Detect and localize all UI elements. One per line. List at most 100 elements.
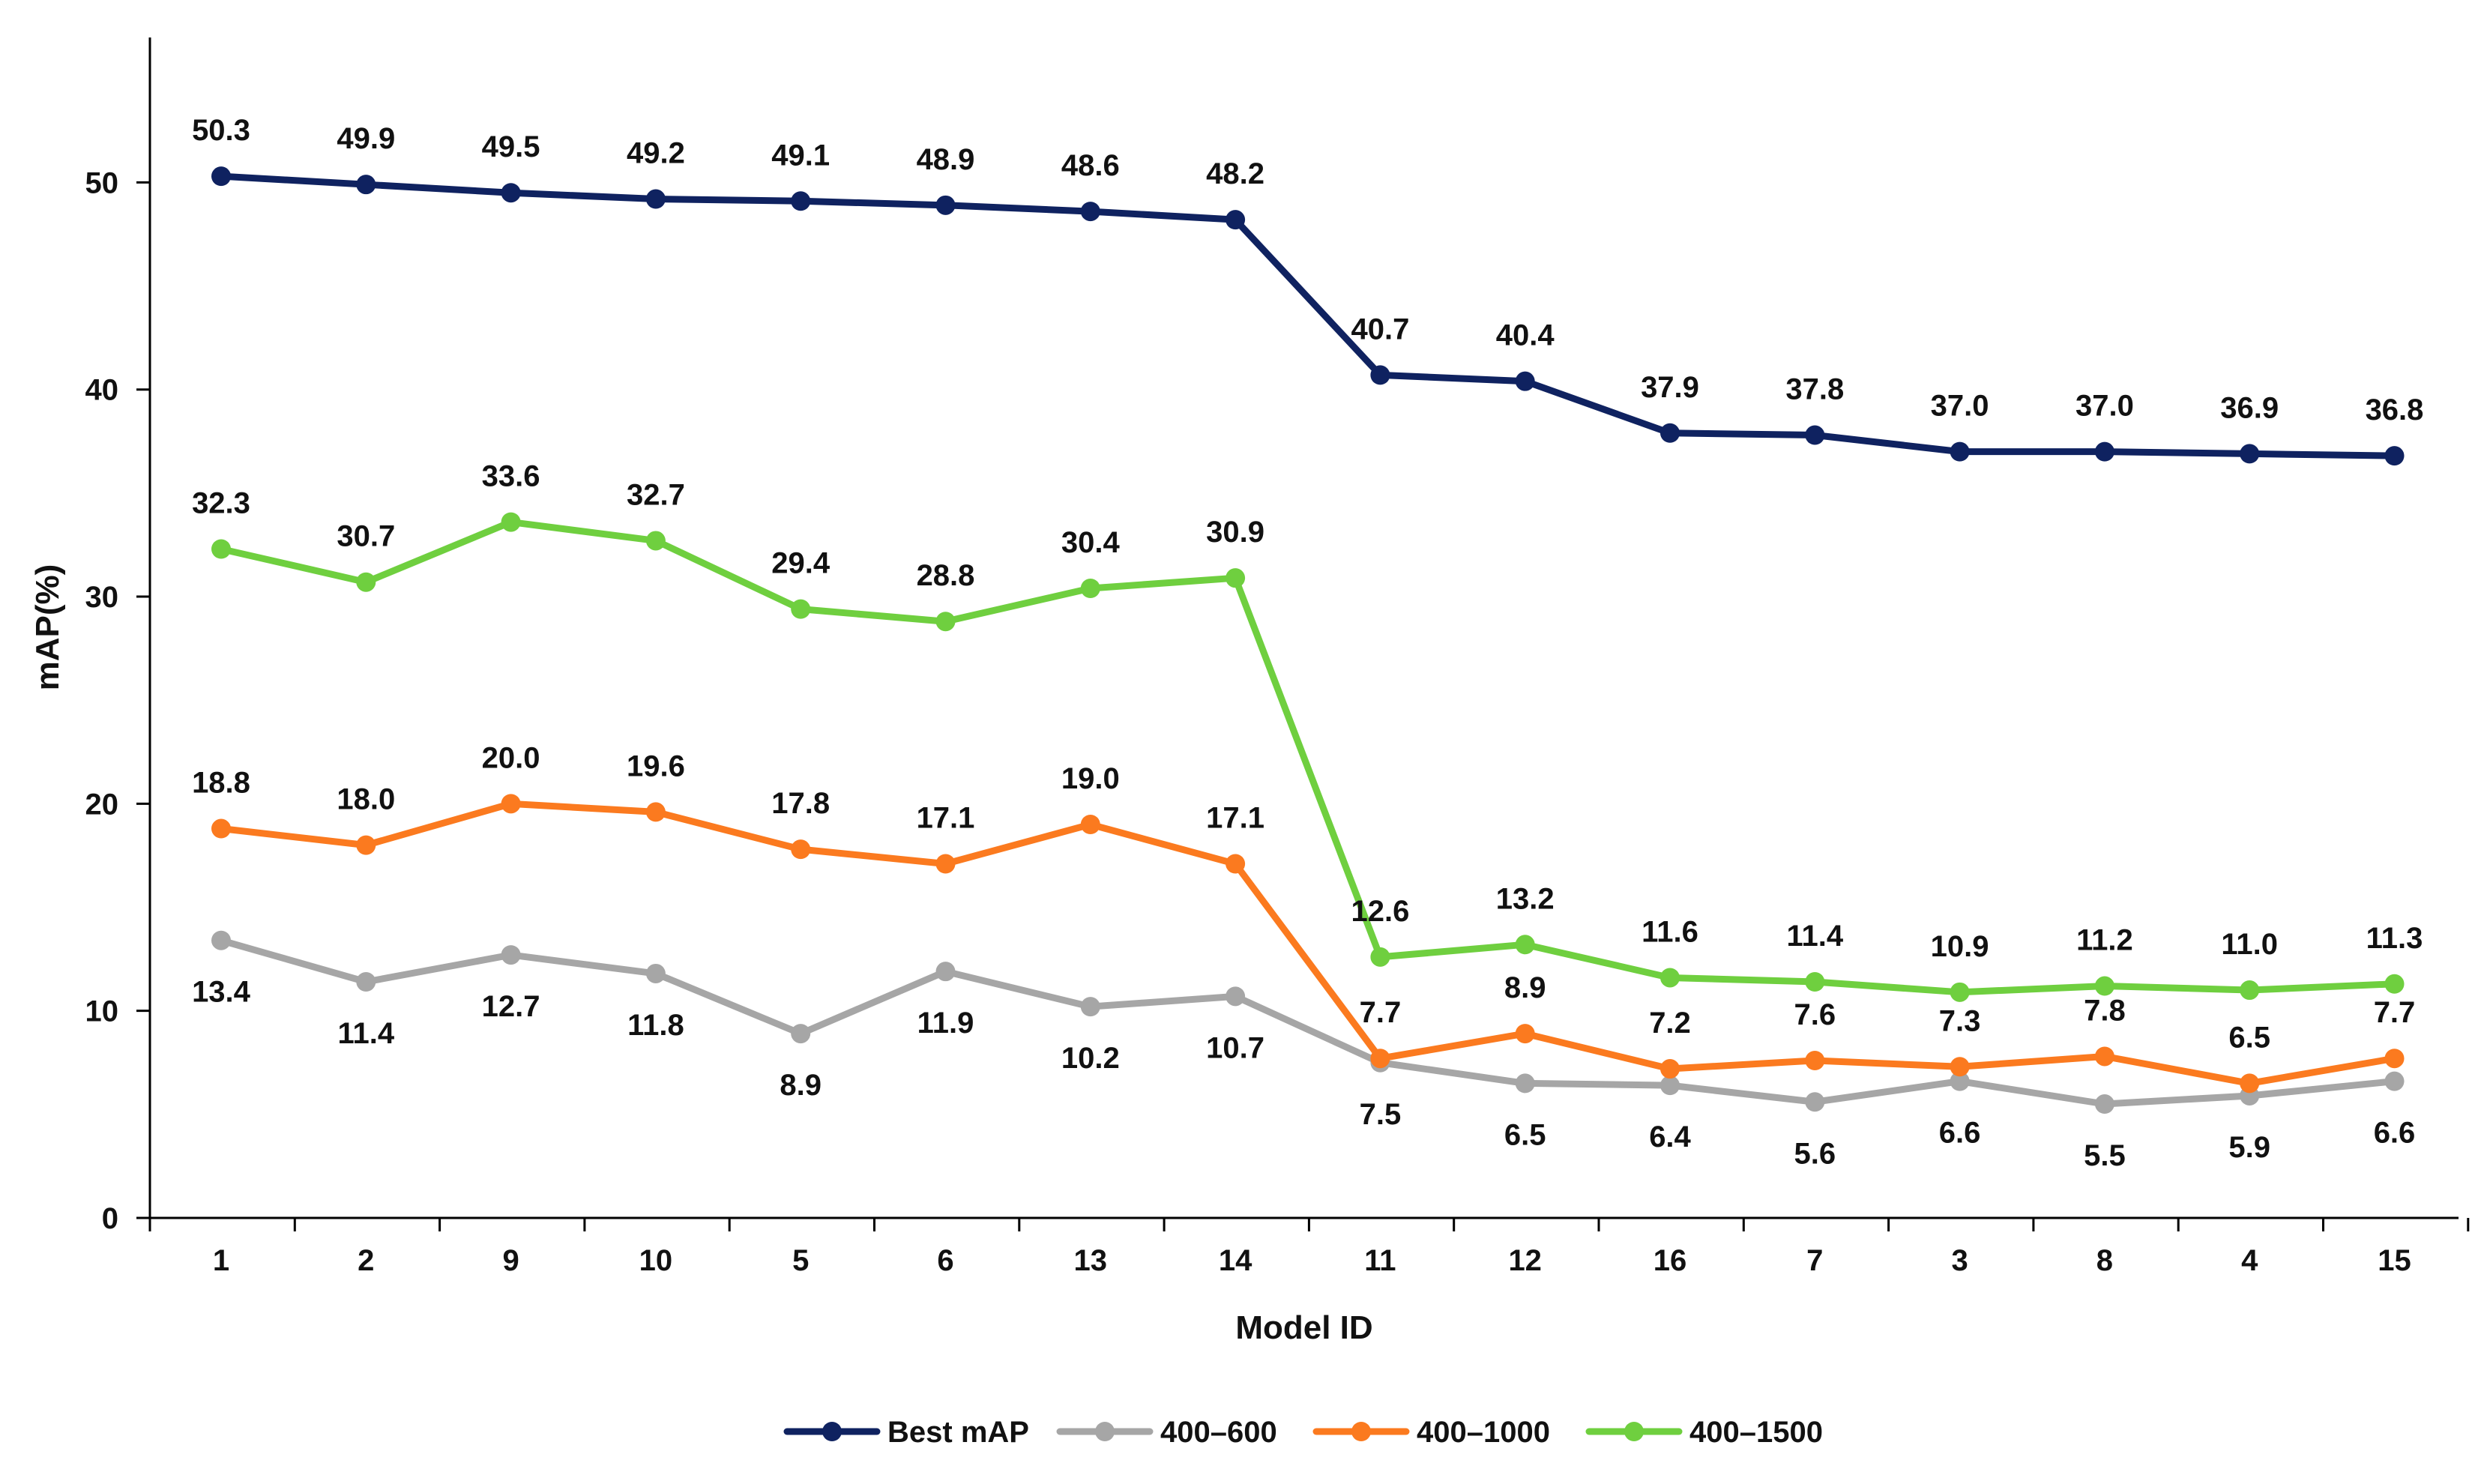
data-label-400-1000: 6.5	[2228, 1021, 2270, 1054]
data-point-400-1500	[1370, 947, 1390, 967]
x-axis-title: Model ID	[1235, 1309, 1372, 1346]
data-labels-best-map: 50.3 49.9 49.5 49.2 49.1 48.9 48.6 48.2 40.7 40.4…	[192, 114, 2423, 426]
legend-label: 400–1500	[1689, 1416, 1823, 1449]
series-400-1000	[211, 794, 2405, 1094]
data-point-400-1500	[211, 539, 231, 559]
data-point-400-1500	[2094, 976, 2114, 996]
data-point-best-map	[211, 166, 231, 187]
data-label-400-1500: 30.7	[337, 520, 395, 553]
x-tick-label: 5	[792, 1244, 809, 1277]
x-tick-label: 11	[1364, 1244, 1396, 1277]
data-label-400-1500: 12.6	[1351, 895, 1409, 928]
data-point-best-map	[356, 175, 376, 195]
data-label-400-1500: 29.4	[771, 547, 830, 580]
data-label-best-map: 50.3	[192, 114, 250, 147]
legend-swatch-marker	[1351, 1422, 1371, 1441]
series-400-1500	[211, 512, 2405, 1002]
data-point-400-1000	[356, 835, 376, 855]
data-point-best-map	[1950, 441, 1970, 462]
data-label-best-map: 49.9	[337, 122, 395, 155]
data-labels: 50.3 49.9 49.5 49.2 49.1 48.9 48.6 48.2 40.7 40.4…	[192, 114, 2423, 1172]
x-tick-label: 13	[1074, 1244, 1108, 1277]
data-point-400-1500	[935, 612, 956, 632]
legend-label: 400–600	[1160, 1416, 1277, 1449]
x-tick-label: 15	[2378, 1244, 2411, 1277]
data-point-best-map	[935, 195, 956, 215]
series-line-400-600	[217, 937, 2398, 1108]
data-point-400-600	[791, 1024, 811, 1044]
x-tick-label: 7	[1806, 1244, 1823, 1277]
data-label-400-600: 10.2	[1061, 1042, 1120, 1075]
data-label-best-map: 40.7	[1351, 313, 1409, 346]
x-tick-label: 16	[1654, 1244, 1687, 1277]
x-tick-label: 8	[2096, 1244, 2113, 1277]
data-label-best-map: 36.9	[2220, 391, 2279, 424]
x-tick-label: 12	[1508, 1244, 1542, 1277]
data-label-best-map: 49.2	[627, 137, 685, 170]
x-tick-label: 6	[937, 1244, 953, 1277]
data-point-best-map	[2384, 446, 2405, 466]
legend-item-best-map: Best mAP	[783, 1416, 1029, 1449]
data-point-400-600	[1515, 1073, 1535, 1094]
data-label-400-1500: 11.4	[1786, 920, 1843, 953]
data-label-400-600: 5.6	[1794, 1137, 1836, 1170]
y-axis-title: mAP(%)	[29, 564, 66, 691]
data-point-best-map	[1805, 425, 1825, 445]
data-label-400-1000: 7.6	[1794, 998, 1836, 1031]
data-label-400-1000: 19.0	[1061, 762, 1120, 795]
data-point-400-1500	[791, 599, 811, 619]
data-point-400-1000	[645, 802, 666, 822]
data-point-400-1500	[356, 572, 376, 592]
data-point-best-map	[2240, 444, 2260, 464]
data-label-400-600: 11.4	[337, 1017, 394, 1050]
y-ticks: 0 10 20 30 40 50	[85, 166, 150, 1235]
data-point-400-1500	[501, 512, 521, 532]
data-point-400-1000	[935, 854, 956, 874]
data-point-best-map	[1515, 371, 1535, 391]
data-label-400-1000: 17.1	[1206, 802, 1264, 835]
data-labels-400-1500: 32.3 30.7 33.6 32.7 29.4 28.8 30.4 30.9 12.6 13.2…	[192, 460, 2423, 963]
y-tick-label: 20	[85, 788, 119, 821]
data-point-400-1000	[1950, 1057, 1970, 1077]
data-label-400-1500: 11.2	[2076, 924, 2133, 957]
data-point-400-600	[501, 945, 521, 965]
data-point-400-600	[1950, 1071, 1970, 1091]
data-label-400-1000: 19.6	[627, 749, 685, 782]
data-label-best-map: 49.1	[771, 139, 830, 172]
data-label-400-600: 6.4	[1649, 1120, 1691, 1153]
data-label-400-600: 7.5	[1360, 1098, 1402, 1131]
data-point-400-1000	[1805, 1051, 1825, 1070]
data-label-400-1500: 32.7	[627, 478, 685, 511]
data-point-400-600	[1660, 1076, 1680, 1096]
data-label-best-map: 48.9	[917, 143, 975, 176]
legend-item-400-600: 400–600	[1056, 1416, 1277, 1449]
data-point-best-map	[1080, 202, 1100, 222]
series-layer	[211, 166, 2405, 1114]
data-label-400-600: 5.9	[2228, 1131, 2270, 1164]
data-labels-400-600: 13.4 11.4 12.7 11.8 8.9 11.9 10.2 10.7 7.5 6.5 6.4…	[192, 976, 2415, 1172]
data-label-400-1000: 7.7	[1360, 996, 1402, 1029]
data-label-400-600: 11.8	[627, 1009, 684, 1042]
y-tick-label: 0	[102, 1202, 118, 1235]
y-tick-label: 10	[85, 995, 119, 1028]
legend: Best mAP 400–600 400–1000 400–1500	[783, 1416, 1823, 1449]
x-ticks: 1 2 9 10 5 6 13 14 11 12 16 7 3 8 4 15	[148, 1218, 2470, 1277]
data-point-400-1000	[791, 839, 811, 860]
data-point-400-600	[2094, 1094, 2114, 1114]
data-label-400-1000: 8.9	[1504, 971, 1546, 1004]
data-label-400-1500: 11.6	[1642, 915, 1698, 948]
data-point-best-map	[1370, 365, 1390, 385]
data-point-best-map	[791, 191, 811, 211]
data-point-best-map	[1226, 210, 1246, 230]
data-point-400-1000	[501, 794, 521, 814]
data-label-400-600: 10.7	[1206, 1031, 1264, 1064]
legend-item-400-1000: 400–1000	[1312, 1416, 1550, 1449]
data-label-best-map: 48.2	[1206, 157, 1264, 190]
data-label-best-map: 37.0	[1931, 390, 1989, 423]
y-tick-label: 30	[85, 581, 119, 614]
data-point-400-600	[935, 962, 956, 982]
data-label-400-1500: 11.0	[2221, 928, 2278, 961]
